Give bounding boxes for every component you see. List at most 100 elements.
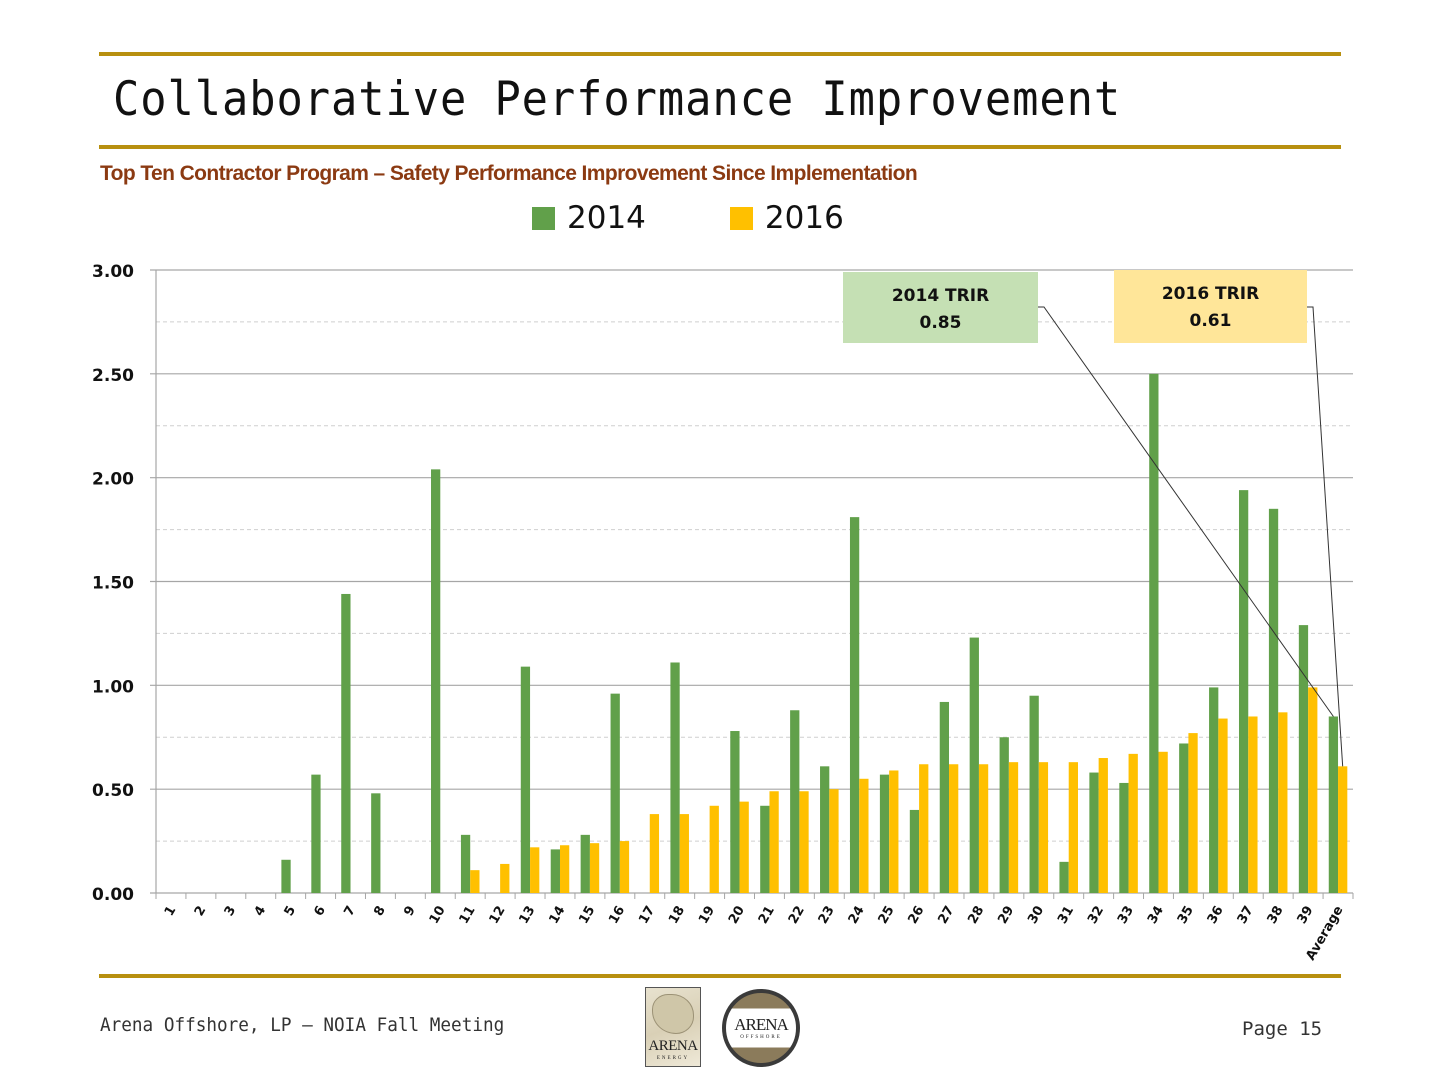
top-rule [99,52,1341,56]
x-tick-label: 39 [1295,904,1317,927]
x-tick-label: 21 [756,904,778,927]
bar-2014-35 [1179,743,1189,893]
bar-2016-32 [1098,758,1108,893]
legend-swatch-2014 [532,206,555,230]
bar-2016-14 [559,845,570,893]
bar-2016-28 [978,764,989,893]
bar-2014-16 [610,693,620,893]
bar-2014-29 [999,737,1009,893]
arena-offshore-logo: ARENA OFFSHORE [722,989,800,1067]
x-tick-label: 6 [312,904,330,919]
bar-2016-34 [1158,751,1168,893]
trir-callout-box-2016 [1114,270,1307,343]
bar-2016-18 [679,814,689,893]
bar-2014-33 [1119,782,1129,893]
bar-2016-26 [919,764,929,893]
bar-2016-25 [889,770,899,893]
x-tick-label: 9 [401,904,419,919]
bar-2016-29 [1008,762,1019,893]
bar-2016-24 [859,778,869,893]
y-tick-label: 1.50 [92,574,134,594]
legend-item-2016: 2016 [729,200,844,236]
trir-callout-title-2016: 2016 TRIR [1162,284,1259,304]
x-tick-label: 14 [546,904,568,927]
x-tick-label: 16 [606,904,628,927]
slide-title: Collaborative Performance Improvement [113,72,1122,127]
bar-2014-28 [969,637,979,893]
bar-2014-14 [550,849,560,893]
x-tick-label: 25 [876,904,898,927]
x-tick-label: 20 [726,904,748,927]
x-tick-label: 7 [341,904,359,919]
legend-label-2014: 2014 [567,200,646,236]
trir-callout-value-2014: 0.85 [920,313,962,333]
slide-subtitle: Top Ten Contractor Program – Safety Perf… [100,162,918,185]
x-tick-label: 31 [1055,904,1077,927]
x-tick-label: 2 [192,904,210,919]
trir-callout-title-2014: 2014 TRIR [892,286,989,306]
bar-2016-39 [1308,687,1318,893]
x-tick-label: 12 [487,904,509,927]
bar-2014-23 [820,766,830,893]
x-tick-label: 28 [965,904,987,927]
chart-legend: 2014 2016 [532,200,928,236]
logo-energy-word: ARENA [648,1038,698,1054]
logo-energy-sub: ENERGY [656,1056,690,1061]
bar-2016-19 [709,805,719,893]
bar-2016-36 [1218,718,1228,893]
bar-2014-39 [1298,625,1309,893]
bar-2016-23 [829,789,839,893]
bar-2016-31 [1068,762,1078,893]
bar-2016-Average [1338,766,1348,893]
x-tick-label: 38 [1265,904,1287,927]
bar-2014-18 [670,662,680,893]
bar-2016-15 [589,843,600,893]
bar-2016-30 [1038,762,1049,893]
page-number: Page 15 [1242,1018,1323,1040]
bar-2016-22 [799,791,809,893]
footer-text: Arena Offshore, LP — NOIA Fall Meeting [100,1014,505,1036]
x-tick-label: 10 [427,904,449,927]
x-tick-label: 11 [457,904,479,927]
x-tick-label: 26 [906,904,928,927]
legend-item-2014: 2014 [532,200,646,236]
x-tick-label: 35 [1175,904,1197,927]
bar-2014-7 [341,593,351,893]
bar-2014-11 [460,834,471,893]
bar-2014-22 [790,710,800,893]
legend-swatch-2016 [729,206,753,230]
bar-2014-36 [1209,687,1219,893]
x-tick-label: 34 [1145,904,1167,927]
bar-2014-37 [1238,490,1249,893]
footer-rule [99,974,1341,978]
bar-2016-21 [769,791,779,893]
y-tick-label: 0.00 [92,885,134,905]
x-tick-label: 8 [371,904,389,919]
x-tick-label: 32 [1085,904,1107,927]
bar-2014-10 [431,469,441,893]
bar-2014-38 [1268,508,1279,893]
bar-2014-26 [909,809,920,893]
bar-2016-38 [1278,712,1288,893]
x-tick-label: 24 [846,904,868,927]
x-tick-label: 17 [636,904,658,927]
bar-2014-24 [849,517,860,893]
x-tick-label: 29 [995,904,1017,927]
bar-2016-37 [1248,716,1258,893]
arena-energy-logo: ARENA ENERGY [645,987,701,1067]
y-tick-label: 3.00 [92,262,134,282]
trir-callout-leader-2016 [1307,306,1344,767]
trir-callout-value-2016: 0.61 [1190,311,1232,331]
x-tick-label: 33 [1115,904,1137,927]
bar-2016-12 [500,863,510,893]
bar-2014-30 [1029,695,1039,893]
bar-2014-6 [311,774,321,893]
bar-2016-27 [949,764,959,893]
bar-2014-8 [371,793,381,893]
bar-2016-33 [1128,753,1138,893]
bar-2014-25 [879,774,890,893]
y-tick-label: 1.00 [92,677,134,697]
y-tick-label: 0.50 [92,781,134,801]
bar-2016-13 [530,847,540,893]
bar-2014-21 [760,805,770,893]
